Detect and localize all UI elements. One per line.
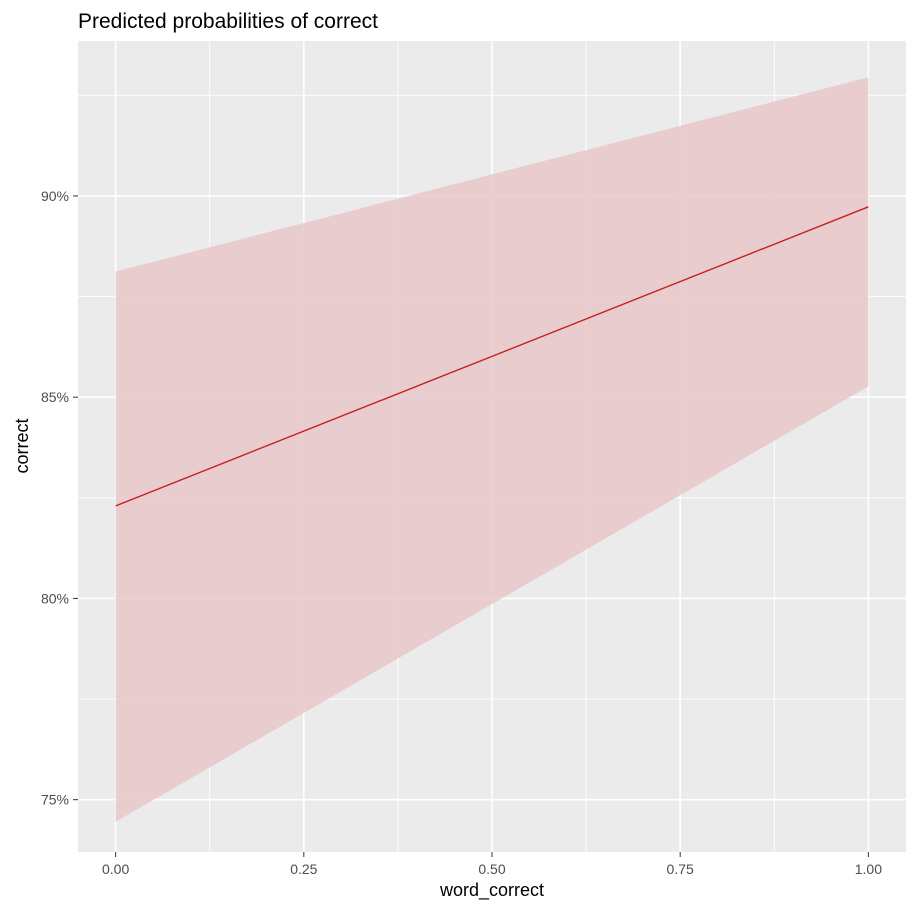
y-tick-label: 75% xyxy=(41,792,69,808)
chart-title: Predicted probabilities of correct xyxy=(78,10,378,33)
x-tick-label: 0.75 xyxy=(667,861,694,877)
y-tick-label: 85% xyxy=(41,389,69,405)
y-tick-label: 90% xyxy=(41,188,69,204)
y-axis-title: correct xyxy=(12,418,32,473)
y-axis-ticks: 75% 80% 85% 90% xyxy=(41,188,78,808)
x-axis-ticks: 0.00 0.25 0.50 0.75 1.00 xyxy=(102,852,882,877)
x-tick-label: 0.25 xyxy=(290,861,317,877)
x-tick-label: 1.00 xyxy=(855,861,882,877)
x-tick-label: 0.50 xyxy=(478,861,505,877)
y-tick-label: 80% xyxy=(41,590,69,606)
confidence-band xyxy=(115,77,869,822)
prediction-line xyxy=(115,206,869,507)
x-tick-label: 0.00 xyxy=(102,861,129,877)
x-axis-title: word_correct xyxy=(439,880,544,901)
